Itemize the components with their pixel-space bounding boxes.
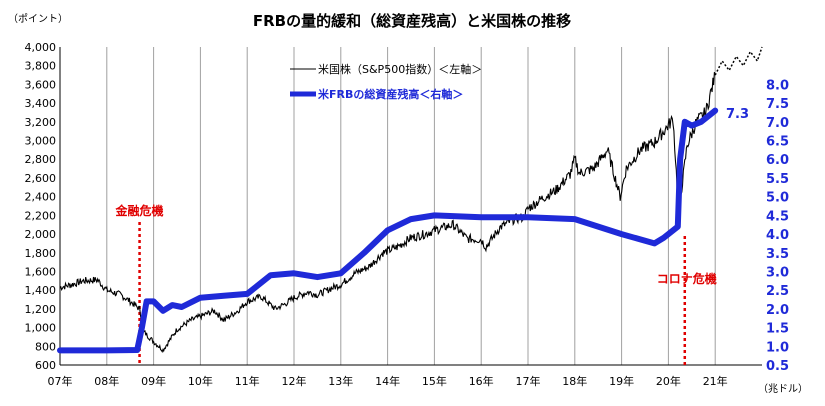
right-tick-label: 5.5	[766, 172, 789, 187]
left-tick-label: 600	[35, 359, 56, 372]
right-tick-label: 4.0	[766, 228, 789, 243]
left-tick-label: 3,400	[25, 97, 57, 110]
x-tick-label: 08年	[94, 374, 119, 388]
x-tick-label: 10年	[188, 374, 213, 388]
right-tick-label: 7.0	[766, 116, 789, 131]
left-tick-label: 3,000	[25, 135, 57, 148]
right-tick-label: 6.5	[766, 135, 789, 150]
right-tick-label: 3.5	[766, 247, 789, 262]
right-tick-label: 6.0	[766, 153, 789, 168]
left-axis-unit: （ポイント）	[8, 13, 68, 25]
annotation-label-financial-crisis: 金融危機	[115, 203, 164, 218]
right-tick-label: 2.5	[766, 284, 789, 299]
left-tick-label: 3,200	[25, 116, 57, 129]
left-tick-label: 2,600	[25, 172, 57, 185]
right-tick-label: 0.5	[766, 359, 789, 374]
right-tick-label: 1.0	[766, 340, 789, 355]
right-tick-label: 5.0	[766, 191, 789, 206]
right-axis-unit: （兆ドル）	[758, 383, 808, 395]
chart-title: FRBの量的緩和（総資産残高）と米国株の推移	[253, 12, 571, 30]
left-tick-label: 3,600	[25, 78, 57, 91]
left-tick-label: 2,400	[25, 191, 57, 204]
x-tick-label: 17年	[516, 374, 541, 388]
x-tick-label: 13年	[328, 374, 353, 388]
legend: 米国株（S&P500指数）＜左軸＞ 米FRBの総資産残高＜右軸＞	[290, 62, 482, 101]
series-line-sp500-forecast	[714, 46, 763, 76]
x-tick-label: 20年	[656, 374, 681, 388]
x-tick-label: 09年	[141, 374, 166, 388]
x-axis: 07年 08年 09年 10年 11年 12年 13年 14年 15年 16年 17年 18年 19年 2…	[48, 374, 728, 388]
x-tick-label: 21年	[703, 374, 728, 388]
right-tick-label: 4.5	[766, 209, 789, 224]
left-tick-label: 2,200	[25, 209, 57, 222]
x-tick-label: 12年	[282, 374, 307, 388]
x-tick-label: 14年	[375, 374, 400, 388]
x-tick-label: 19年	[609, 374, 634, 388]
left-tick-label: 1,600	[25, 265, 57, 278]
right-tick-label: 1.5	[766, 322, 789, 337]
right-tick-label: 2.0	[766, 303, 789, 318]
left-axis: 600 800 1,000 1,200 1,400 1,600 1,800 2,000 2,20…	[25, 41, 57, 372]
left-tick-label: 1,800	[25, 247, 57, 260]
left-tick-label: 1,400	[25, 284, 57, 297]
legend-label-sp500: 米国株（S&P500指数）＜左軸＞	[318, 62, 482, 76]
left-tick-label: 2,000	[25, 228, 57, 241]
left-tick-label: 800	[35, 340, 56, 353]
x-tick-label: 11年	[235, 374, 260, 388]
annotation-label-covid-crisis: コロナ危機	[657, 271, 717, 286]
x-tick-label: 18年	[562, 374, 587, 388]
right-axis: 0.5 1.0 1.5 2.0 2.5 3.0 3.5 4.0 4.5 5.0 5.5 6.0 6.5 7…	[766, 78, 789, 374]
x-tick-label: 16年	[469, 374, 494, 388]
left-tick-label: 1,000	[25, 322, 57, 335]
legend-label-frb: 米FRBの総資産残高＜右軸＞	[317, 87, 463, 101]
gridlines	[59, 47, 762, 366]
left-tick-label: 2,800	[25, 153, 57, 166]
series-line-frb	[57, 107, 719, 354]
frb-end-label: 7.3	[726, 107, 749, 122]
left-tick-label: 1,200	[25, 303, 57, 316]
left-tick-label: 3,800	[25, 60, 57, 73]
right-tick-label: 7.5	[766, 97, 789, 112]
left-tick-label: 4,000	[25, 41, 57, 54]
right-tick-label: 8.0	[766, 78, 789, 93]
series-line-sp500	[59, 72, 716, 354]
right-tick-label: 3.0	[766, 265, 789, 280]
x-tick-label: 15年	[422, 374, 447, 388]
x-tick-label: 07年	[48, 374, 73, 388]
